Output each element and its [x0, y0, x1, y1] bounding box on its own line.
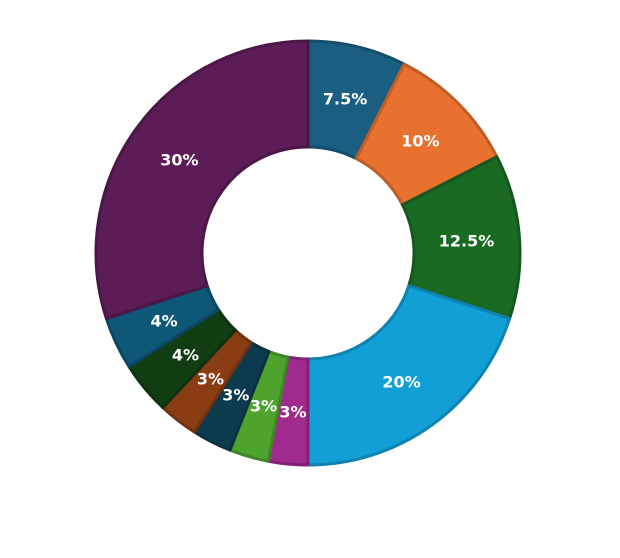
slice-label-7: 3%	[222, 386, 249, 405]
slice-label-8: 3%	[197, 370, 224, 389]
slice-label-11: 30%	[160, 151, 198, 170]
donut-slice-11	[94, 39, 310, 321]
slice-label-4: 20%	[382, 373, 420, 392]
slice-label-5: 3%	[279, 402, 306, 421]
slice-label-3: 12.5%	[439, 232, 495, 251]
donut-slice-4	[306, 284, 512, 467]
slice-label-2: 10%	[401, 132, 439, 151]
donut-labels: 7.5%10%12.5%20%3%3%3%3%4%4%30%	[151, 89, 495, 421]
slice-label-1: 7.5%	[323, 89, 367, 108]
donut-slices	[94, 39, 522, 467]
slice-label-9: 4%	[172, 345, 199, 364]
slice-label-10: 4%	[151, 312, 178, 331]
slice-label-6: 3%	[250, 397, 277, 416]
